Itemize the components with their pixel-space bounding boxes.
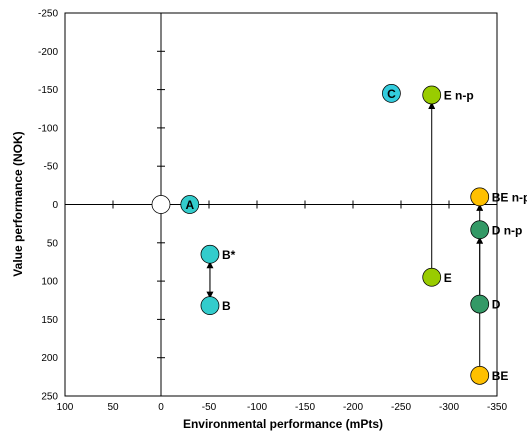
point-label-d-n-p: D n-p (492, 223, 523, 237)
axes-layer: 100 50 0 -50 -100 -150 -200 -250 -300 -350 -250 -20… (38, 9, 507, 414)
arrows-layer (206, 101, 484, 376)
y-tick-label: 250 (41, 392, 58, 403)
y-tick-label: -150 (38, 85, 58, 96)
point-label-be: BE (492, 369, 509, 383)
point-b (200, 244, 220, 264)
y-tick-label: 100 (41, 277, 58, 288)
y-tick-label: -50 (44, 162, 59, 173)
point-label-b: B* (222, 248, 236, 262)
y-tick-label: -100 (38, 123, 58, 134)
point-label-a: A (185, 198, 194, 212)
x-axis-title: Environmental performance (mPts) (183, 417, 383, 431)
point-d (470, 294, 490, 314)
point-origin (151, 195, 171, 214)
y-tick-label: 150 (41, 315, 58, 326)
y-tick-label: 0 (52, 200, 58, 211)
x-tick-label: -200 (343, 402, 363, 413)
point-label-e: E (444, 271, 452, 285)
y-axis-title: Value performance (NOK) (11, 131, 25, 276)
point-a (180, 195, 200, 214)
point-c (382, 84, 401, 103)
point-be (470, 365, 490, 385)
x-tick-label: -350 (487, 402, 507, 413)
point-label-e-n-p: E n-p (444, 88, 474, 102)
x-tick-label: 0 (158, 402, 164, 413)
point-label-b: B (222, 299, 231, 313)
point-label-be-n-p: BE n-p (492, 190, 527, 204)
y-tick-label: -200 (38, 47, 58, 58)
y-tick-label: 200 (41, 353, 58, 364)
y-tick-label: -250 (38, 9, 58, 20)
point-e (422, 267, 442, 287)
point-label-c: C (387, 87, 396, 101)
y-tick-label: 50 (47, 238, 59, 249)
x-tick-label: -100 (247, 402, 267, 413)
x-tick-label: 50 (107, 402, 119, 413)
point-label-d: D (492, 298, 501, 312)
x-tick-label: -50 (202, 402, 217, 413)
x-tick-label: -250 (391, 402, 411, 413)
x-tick-label: -150 (295, 402, 315, 413)
point-d-n-p (470, 220, 490, 240)
x-tick-label: -300 (439, 402, 459, 413)
point-e-n-p (422, 85, 442, 105)
points-layer: A C E n-p E B* B BE n-p D n-p D BE (151, 84, 527, 385)
x-tick-label: 100 (57, 402, 74, 413)
point-b (200, 296, 220, 315)
point-be-n-p (470, 187, 490, 207)
